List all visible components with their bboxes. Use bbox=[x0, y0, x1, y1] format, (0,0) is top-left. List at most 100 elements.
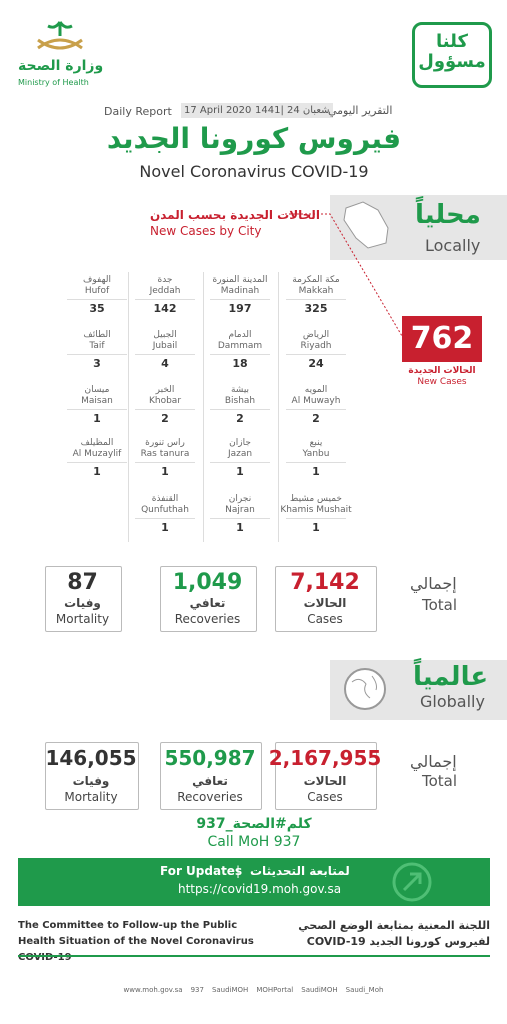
city-value: 142 bbox=[153, 302, 177, 315]
city-underline bbox=[67, 354, 127, 355]
stat-label-en: Mortality bbox=[64, 790, 118, 804]
city-underline bbox=[286, 409, 346, 410]
city-name-en: Dammam bbox=[217, 341, 263, 351]
global-title-en: Globally bbox=[420, 692, 485, 711]
city-value: 1 bbox=[161, 521, 169, 534]
city-name-en: Jeddah bbox=[149, 286, 181, 296]
city-underline bbox=[135, 354, 195, 355]
global-title-ar: عالمياً bbox=[413, 662, 489, 692]
stat-box bbox=[275, 566, 377, 632]
city-name-en: Jazan bbox=[227, 449, 253, 459]
cities-title-ar: الحالات الجديدة بحسب المدن bbox=[150, 208, 320, 222]
footer-link[interactable]: MOHPortal bbox=[256, 986, 294, 994]
slogan-box bbox=[412, 22, 492, 88]
city-value: 1 bbox=[93, 465, 101, 478]
city-underline bbox=[67, 462, 127, 463]
city-name-ar: جدة bbox=[157, 275, 173, 285]
grid-separator bbox=[203, 272, 204, 542]
city-value: 2 bbox=[236, 412, 244, 425]
city-name-en: Riyadh bbox=[300, 341, 332, 351]
title-en: Novel Coronavirus COVID-19 bbox=[139, 162, 369, 181]
city-value: 2 bbox=[312, 412, 320, 425]
city-underline bbox=[286, 354, 346, 355]
city-name-en: Taif bbox=[89, 341, 105, 351]
city-name-ar: المويه bbox=[304, 385, 328, 395]
footer-link[interactable]: SaudiMOH bbox=[211, 986, 249, 994]
ministry-ar: وزارة الصحة bbox=[18, 58, 104, 74]
city-value: 1 bbox=[93, 412, 101, 425]
footer-link[interactable]: 937 bbox=[190, 986, 204, 994]
stat-label-ar: تعافي bbox=[192, 774, 228, 788]
city-name-en: Al Muzaylif bbox=[72, 449, 122, 459]
stat-value: 7,142 bbox=[290, 570, 360, 595]
report-en: Daily Report bbox=[104, 105, 172, 118]
city-name-ar: ينبع bbox=[309, 438, 323, 448]
stat-label-en: Mortality bbox=[55, 612, 110, 626]
city-value: 2 bbox=[161, 412, 169, 425]
stat-value: 146,055 bbox=[45, 746, 137, 770]
stat-box bbox=[160, 566, 257, 632]
global-total-en: Total bbox=[422, 772, 458, 790]
new-cases-ar: الحالات الجديدة bbox=[408, 366, 476, 376]
report-ar: التقرير اليومي bbox=[328, 104, 393, 117]
updates-sep: | bbox=[236, 864, 241, 878]
city-name-ar: جازان bbox=[229, 438, 251, 448]
city-name-en: Ras tanura bbox=[140, 449, 190, 459]
footer-link[interactable]: SaudiMOH bbox=[301, 986, 338, 994]
updates-url[interactable]: https://covid19.moh.gov.sa bbox=[178, 882, 342, 896]
stat-box bbox=[45, 742, 139, 810]
city-value: 4 bbox=[161, 357, 169, 370]
title-ar: فيروس كورونا الجديد bbox=[106, 122, 402, 155]
arrow-icon bbox=[392, 862, 432, 902]
cities-title-en: New Cases by City bbox=[150, 224, 262, 238]
city-underline bbox=[286, 518, 346, 519]
city-name-ar: بيشة bbox=[230, 385, 250, 395]
city-name-ar: الخبر bbox=[155, 385, 175, 395]
stat-label-en: Cases bbox=[307, 612, 343, 626]
stat-label-en: Recoveries bbox=[177, 790, 243, 804]
connector bbox=[285, 213, 403, 337]
city-name-en: Makkah bbox=[298, 286, 334, 296]
city-name-ar: ميسان bbox=[84, 385, 110, 395]
city-name-ar: الجبيل bbox=[153, 330, 177, 340]
city-name-en: Yanbu bbox=[302, 449, 330, 459]
city-name-ar: مكة المكرمة bbox=[292, 275, 340, 285]
city-value: 197 bbox=[228, 302, 252, 315]
stat-label-ar: وفيات bbox=[64, 596, 101, 610]
city-name-en: Khobar bbox=[148, 396, 182, 406]
hashtag: كلم#الصحة_937 bbox=[196, 816, 312, 832]
map-icon bbox=[343, 201, 389, 249]
stat-box bbox=[275, 742, 377, 810]
city-name-en: Jubail bbox=[152, 341, 178, 351]
city-name-ar: الطائف bbox=[83, 330, 111, 340]
city-name-ar: الدمام bbox=[228, 330, 252, 340]
stat-label-en: Cases bbox=[307, 790, 343, 804]
footer-link[interactable]: Saudi_Moh bbox=[345, 986, 384, 994]
city-value: 1 bbox=[161, 465, 169, 478]
city-name-ar: راس تنورة bbox=[145, 438, 185, 448]
report-hijri: 1441| 24 شعبان bbox=[252, 103, 333, 118]
city-value: 1 bbox=[236, 465, 244, 478]
committee-en: The Committee to Follow-up the Public He… bbox=[18, 920, 254, 963]
city-name-ar: القنفذة bbox=[151, 494, 179, 504]
stat-box bbox=[45, 566, 122, 632]
ministry-en: Ministry of Health bbox=[18, 78, 89, 87]
city-name-ar: الهفوف bbox=[83, 275, 111, 285]
call: Call MoH 937 bbox=[207, 834, 301, 850]
stat-value: 2,167,955 bbox=[268, 746, 382, 770]
report-date: 17 April 2020 bbox=[181, 103, 255, 118]
city-underline bbox=[286, 299, 346, 300]
city-underline bbox=[135, 518, 195, 519]
stat-label-en: Recoveries bbox=[174, 612, 241, 626]
city-value: 3 bbox=[93, 357, 101, 370]
footer-link[interactable]: www.moh.gov.sa bbox=[123, 986, 183, 994]
stat-label-ar: الحالات bbox=[303, 774, 347, 788]
city-name-en: Qunfuthah bbox=[141, 505, 189, 515]
city-name-en: Najran bbox=[225, 505, 255, 515]
city-underline bbox=[135, 462, 195, 463]
city-value: 1 bbox=[236, 521, 244, 534]
city-name-ar: نجران bbox=[228, 494, 252, 504]
city-value: 24 bbox=[308, 357, 324, 370]
city-name-ar: الرياض bbox=[302, 330, 330, 340]
divider bbox=[18, 955, 490, 957]
